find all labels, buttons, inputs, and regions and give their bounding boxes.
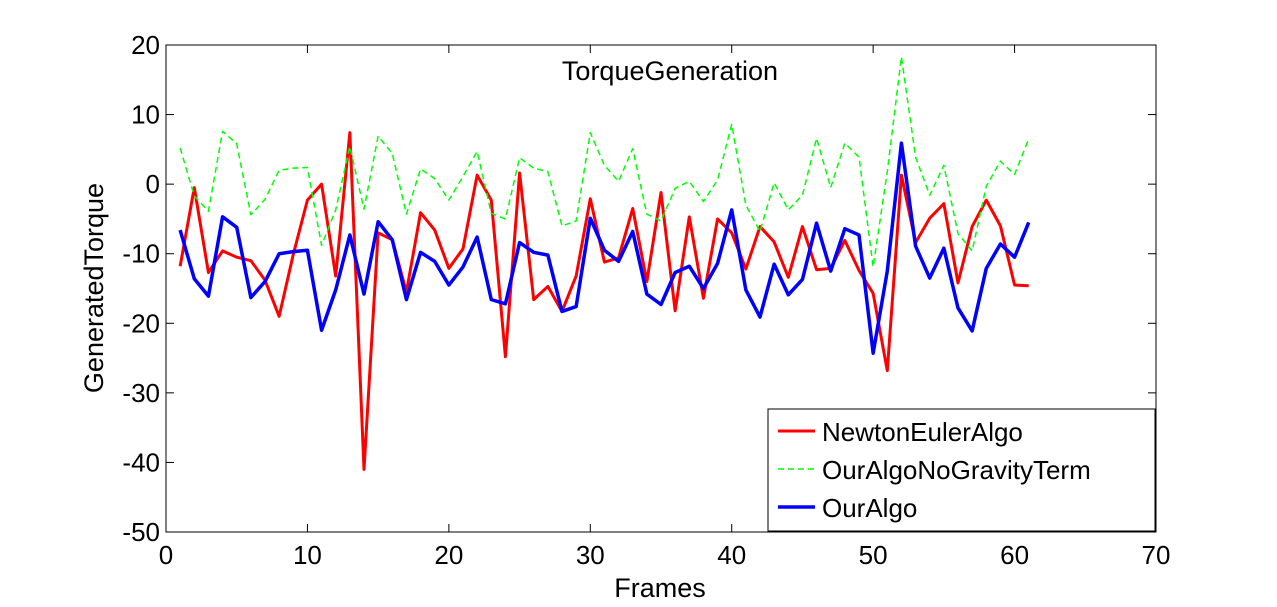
y-tick-label: 20 [131,30,160,60]
legend-label-newton-euler: NewtonEulerAlgo [822,417,1023,447]
legend-box [767,408,1156,532]
x-tick-label: 10 [293,540,322,570]
x-axis-ticks: 0 10 20 30 40 50 60 70 [159,45,1171,570]
chart-title: TorqueGeneration [562,56,778,86]
legend: NewtonEulerAlgo OurAlgoNoGravityTerm Our… [767,408,1156,532]
series-line-newton-euler [178,131,1029,471]
y-tick-label: 0 [146,169,160,199]
x-tick-label: 0 [159,540,173,570]
series-line-no-gravity [179,56,1030,268]
y-axis-ticks: 20 10 0 -10 -20 -30 -40 -50 [122,30,1156,547]
x-tick-label: 30 [576,540,605,570]
x-tick-label: 20 [434,540,463,570]
y-tick-label: -50 [122,517,160,547]
y-tick-label: -30 [122,378,160,408]
x-axis-label: Frames [614,573,706,603]
y-tick-label: -20 [122,308,160,338]
x-tick-label: 60 [1000,540,1029,570]
x-tick-label: 40 [717,540,746,570]
y-tick-label: 10 [131,100,160,130]
x-tick-label: 70 [1142,540,1171,570]
y-axis-label: GeneratedTorque [79,183,109,393]
legend-label-our-algo: OurAlgo [822,493,917,523]
y-tick-label: -40 [122,447,160,477]
y-tick-label: -10 [122,239,160,269]
series-layer [178,56,1031,471]
x-tick-label: 50 [859,540,888,570]
legend-label-no-gravity: OurAlgoNoGravityTerm [822,455,1091,485]
series-line-our-algo [178,141,1031,355]
